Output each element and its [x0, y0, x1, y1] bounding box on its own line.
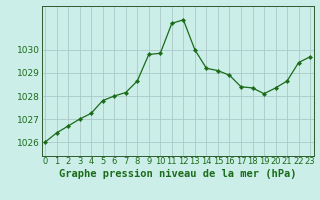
X-axis label: Graphe pression niveau de la mer (hPa): Graphe pression niveau de la mer (hPa) — [59, 169, 296, 179]
